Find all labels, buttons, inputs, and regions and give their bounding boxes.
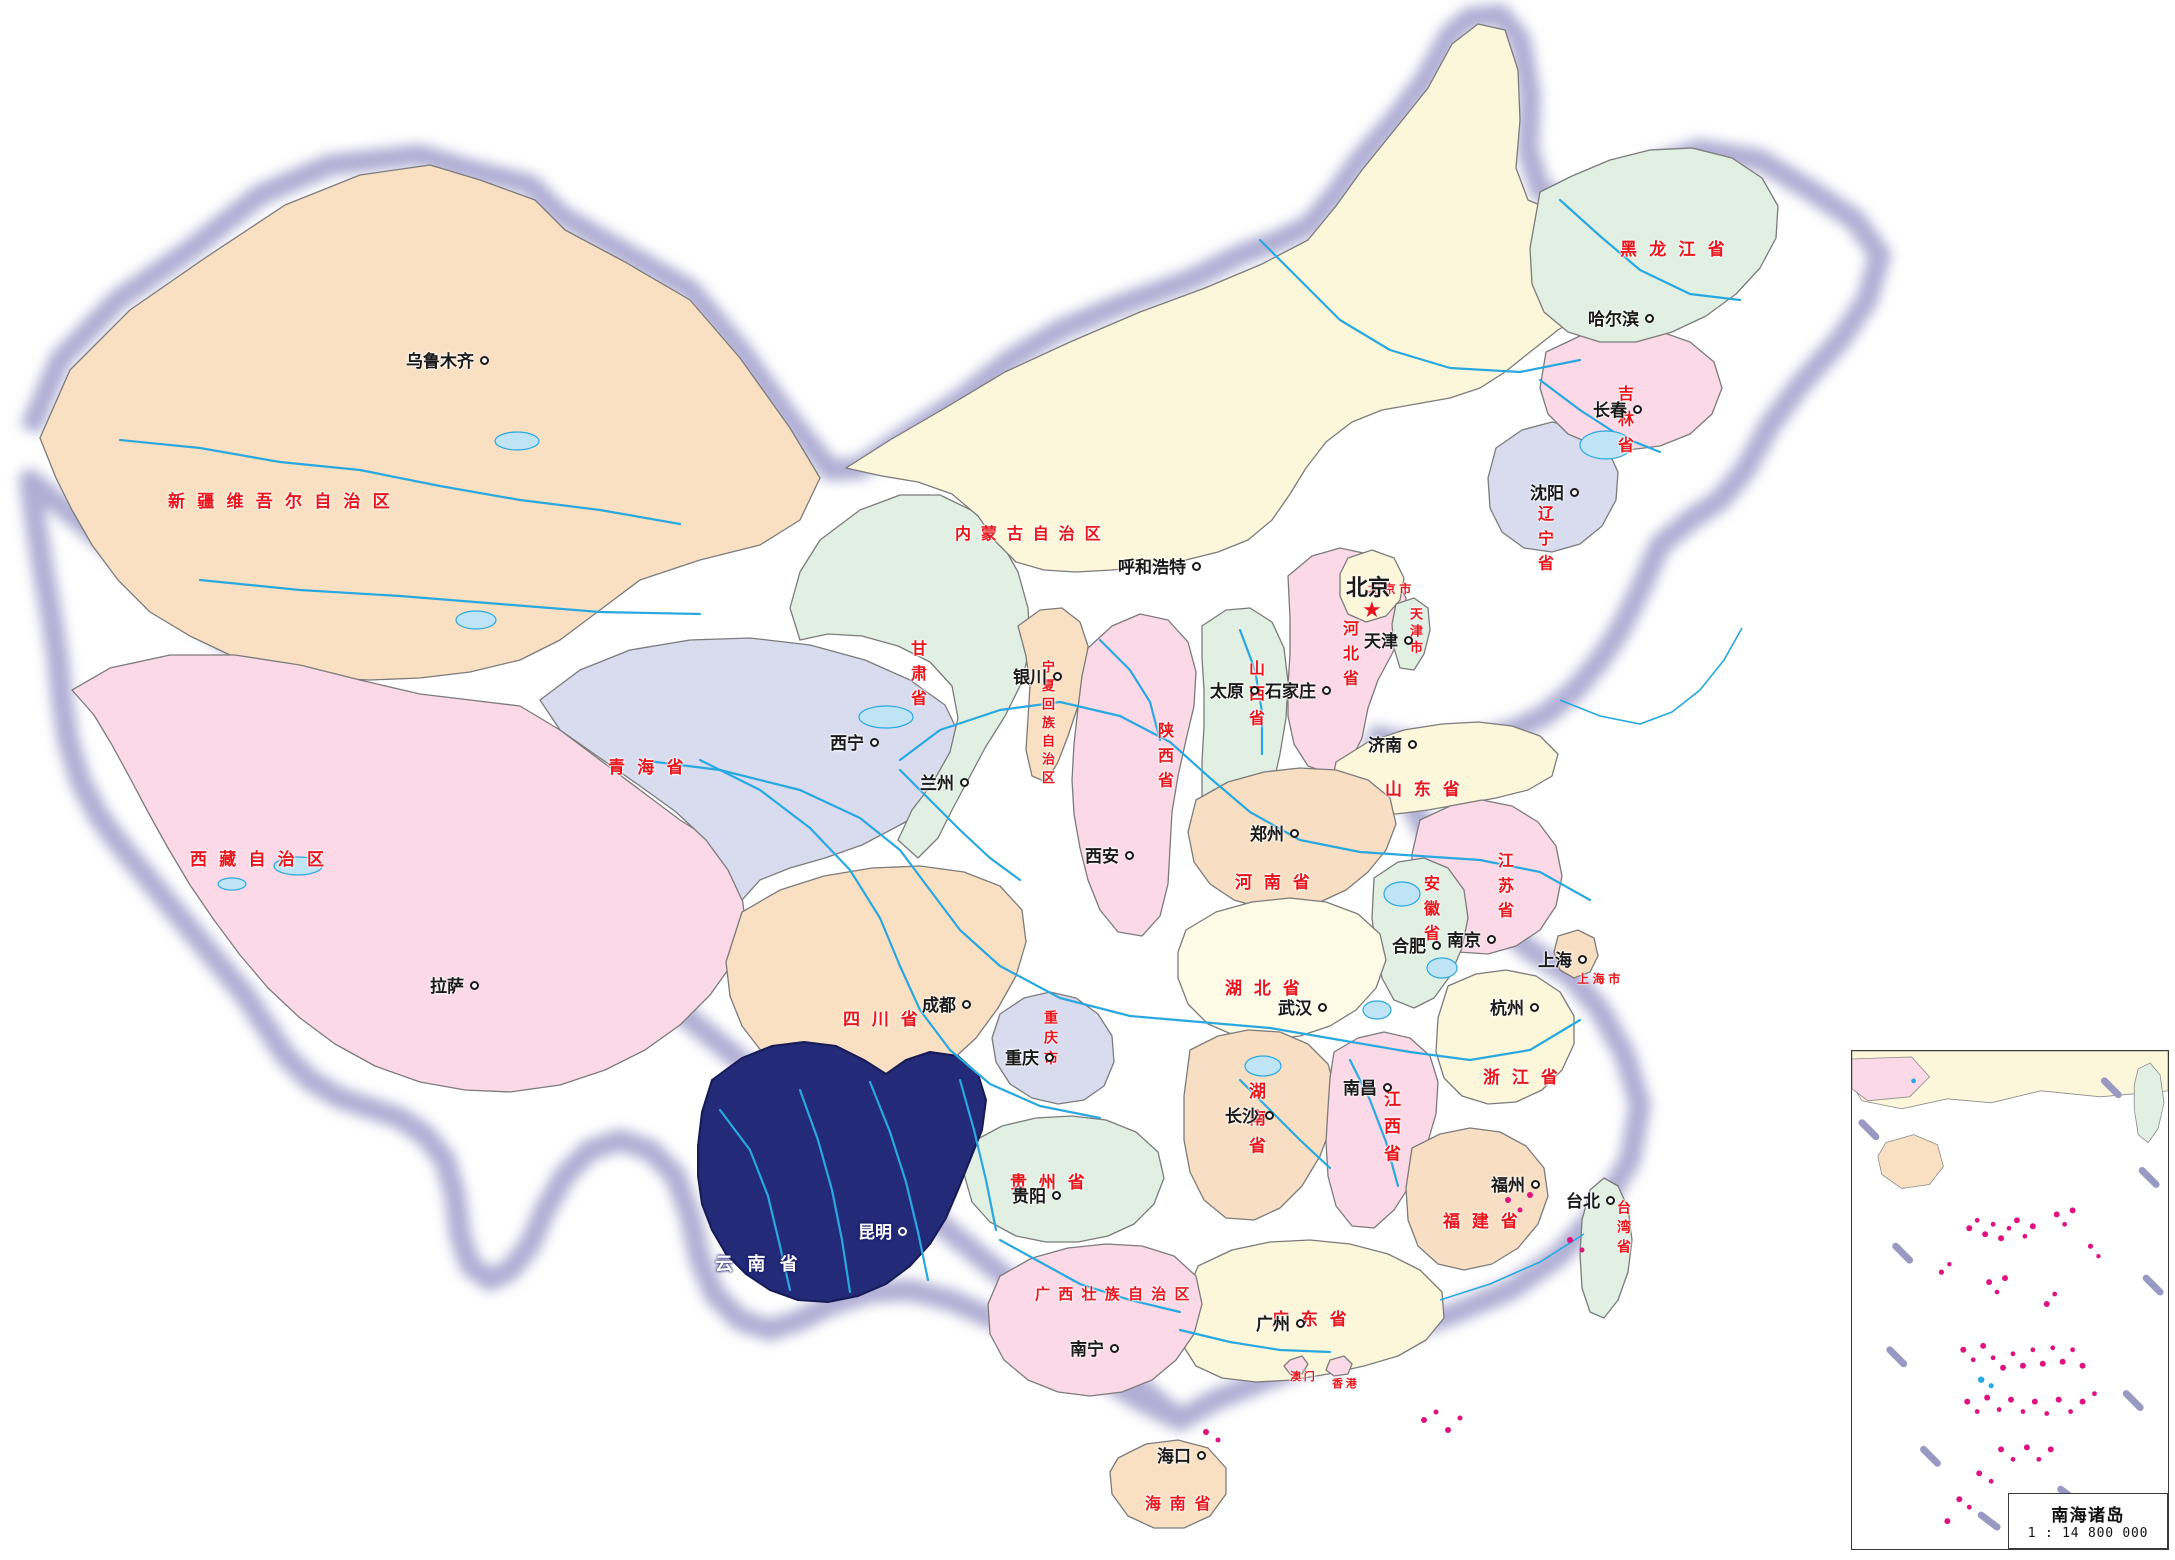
national-capital-star: ★ bbox=[1362, 598, 1382, 623]
city-marker-dot-9[interactable] bbox=[1290, 829, 1299, 838]
province-ningxia[interactable] bbox=[1017, 607, 1089, 783]
city-marker-dot-30[interactable] bbox=[1606, 1196, 1615, 1205]
city-marker-dot-1[interactable] bbox=[470, 981, 479, 990]
city-marker-dot-13[interactable] bbox=[1052, 1191, 1061, 1200]
city-marker-dot-4[interactable] bbox=[1053, 672, 1062, 681]
inset-scale-legend: 南海诸岛 1 : 14 800 000 bbox=[2008, 1493, 2168, 1549]
city-marker-dot-21[interactable] bbox=[1432, 941, 1441, 950]
province-henan[interactable] bbox=[1187, 767, 1397, 909]
province-tibet[interactable] bbox=[71, 654, 746, 1093]
inset-vector bbox=[1852, 1051, 2168, 1531]
province-polygons bbox=[39, 23, 1779, 1529]
province-fujian[interactable] bbox=[1405, 1127, 1549, 1271]
city-marker-dot-27[interactable] bbox=[1570, 488, 1579, 497]
inset-guangxi bbox=[1852, 1056, 1931, 1102]
city-marker-dot-11[interactable] bbox=[962, 1000, 971, 1009]
province-hainan[interactable] bbox=[1109, 1439, 1227, 1529]
inset-scale: 1 : 14 800 000 bbox=[2027, 1526, 2149, 1541]
province-qinghai[interactable] bbox=[539, 637, 963, 901]
inset-hainan bbox=[1877, 1134, 1944, 1189]
city-marker-dot-25[interactable] bbox=[1578, 955, 1587, 964]
province-chongqing[interactable] bbox=[991, 991, 1115, 1105]
province-tianjin[interactable] bbox=[1391, 597, 1431, 671]
coastline-layer bbox=[1439, 627, 1743, 1301]
inset-mainland bbox=[1852, 1051, 2168, 1110]
province-zhejiang[interactable] bbox=[1435, 969, 1575, 1105]
city-marker-dot-18[interactable] bbox=[1265, 1111, 1274, 1120]
city-marker-dot-19[interactable] bbox=[1383, 1083, 1392, 1092]
province-heilongjiang[interactable] bbox=[1529, 147, 1779, 343]
south-sea-islands-main bbox=[1203, 1192, 1585, 1443]
city-marker-dot-29[interactable] bbox=[1645, 314, 1654, 323]
province-jilin[interactable] bbox=[1539, 327, 1723, 451]
province-sichuan[interactable] bbox=[725, 865, 1027, 1093]
province-yunnan-highlighted[interactable] bbox=[697, 1041, 987, 1303]
city-marker-dot-3[interactable] bbox=[960, 778, 969, 787]
city-marker-dot-12[interactable] bbox=[1045, 1053, 1054, 1062]
city-marker-dot-14[interactable] bbox=[898, 1227, 907, 1236]
province-beijing[interactable] bbox=[1339, 549, 1405, 623]
inset-blue-islands bbox=[1911, 1078, 1994, 1389]
rivers-layer bbox=[118, 198, 1742, 1354]
lakes-layer bbox=[217, 430, 1633, 1077]
city-marker-dot-2[interactable] bbox=[870, 738, 879, 747]
province-shaanxi[interactable] bbox=[1071, 613, 1197, 937]
city-marker-dot-16[interactable] bbox=[1296, 1319, 1305, 1328]
city-marker-dot-20[interactable] bbox=[1318, 1003, 1327, 1012]
city-marker-dot-7[interactable] bbox=[1322, 686, 1331, 695]
province-xinjiang[interactable] bbox=[39, 164, 821, 681]
city-marker-dot-8[interactable] bbox=[1408, 740, 1417, 749]
inset-title: 南海诸岛 bbox=[2051, 1506, 2125, 1526]
city-marker-dot-5[interactable] bbox=[1192, 562, 1201, 571]
south-china-sea-inset[interactable]: 南海诸岛 1 : 14 800 000 bbox=[1851, 1050, 2169, 1550]
city-marker-dot-23[interactable] bbox=[1530, 1003, 1539, 1012]
city-marker-dot-15[interactable] bbox=[1110, 1344, 1119, 1353]
province-hongkong[interactable] bbox=[1325, 1355, 1353, 1377]
province-macau[interactable] bbox=[1283, 1355, 1309, 1375]
province-shanghai[interactable] bbox=[1553, 929, 1599, 979]
city-marker-dot-22[interactable] bbox=[1487, 935, 1496, 944]
city-marker-dot-28[interactable] bbox=[1633, 405, 1642, 414]
inset-island-clusters bbox=[1938, 1207, 2101, 1525]
city-marker-dot-6[interactable] bbox=[1250, 686, 1259, 695]
city-marker-dot-24[interactable] bbox=[1531, 1180, 1540, 1189]
city-marker-dot-26[interactable] bbox=[1404, 636, 1413, 645]
province-hubei[interactable] bbox=[1177, 897, 1387, 1041]
inset-taiwan bbox=[2133, 1062, 2165, 1144]
city-marker-dot-17[interactable] bbox=[1197, 1451, 1206, 1460]
province-guizhou[interactable] bbox=[963, 1115, 1165, 1243]
province-hunan[interactable] bbox=[1183, 1029, 1337, 1221]
city-marker-dot-10[interactable] bbox=[1125, 851, 1134, 860]
province-guangxi[interactable] bbox=[987, 1243, 1203, 1397]
province-taiwan[interactable] bbox=[1579, 1177, 1633, 1319]
city-marker-dot-0[interactable] bbox=[480, 356, 489, 365]
province-guangdong[interactable] bbox=[1179, 1239, 1445, 1383]
